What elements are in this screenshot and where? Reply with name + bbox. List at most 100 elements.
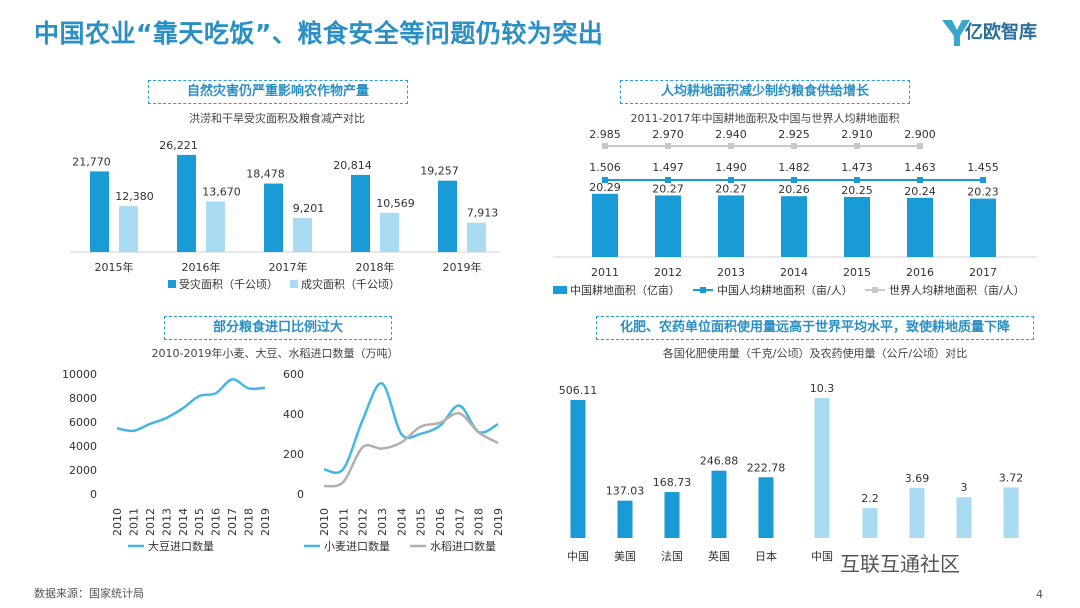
x-tick-label: 美国 <box>614 550 636 563</box>
bar-arable-2 <box>718 195 744 257</box>
data-label: 10.3 <box>810 382 835 395</box>
x-tick-label: 2014 <box>177 508 190 536</box>
marker-world <box>728 143 734 149</box>
panel-title-imports: 部分粮食进口比例过大 <box>164 316 392 340</box>
bar-pesticide-1 <box>862 508 878 538</box>
line-wheat-rice-1 <box>323 412 499 488</box>
data-label: 26,221 <box>159 139 198 152</box>
data-label: 2.910 <box>841 128 873 141</box>
bar-disaster-4 <box>467 222 486 252</box>
x-tick-label: 2019年 <box>443 260 482 274</box>
line-soybean-0 <box>116 378 266 433</box>
x-tick-label: 2017 <box>226 508 239 536</box>
chart-fertilizer: 506.11 中国 137.03 美国 168.73 法国 246.88 英国 222.78 日本… <box>559 382 1024 563</box>
bar-arable-5 <box>907 197 933 257</box>
marker-world <box>665 143 671 149</box>
legend-label: 受灾面积（千公顷） <box>179 277 278 291</box>
bar-arable-3 <box>781 196 807 257</box>
x-tick-label: 2013 <box>160 508 173 536</box>
legend-swatch <box>168 280 176 288</box>
data-label: 1.482 <box>778 161 810 174</box>
data-label: 2.970 <box>652 128 684 141</box>
x-tick-label: 英国 <box>708 549 730 563</box>
marker-china <box>854 177 860 183</box>
chart-soybean: 0 2000 4000 6000 8000 10000 2010 2011 2012 2013 20… <box>62 368 272 553</box>
panel-title-fertilizer: 化肥、农药单位面积使用量远高于世界平均水平，致使耕地质量下降 <box>596 316 1034 340</box>
x-tick-label: 2015 <box>843 266 871 279</box>
data-source: 数据来源：国家统计局 <box>34 587 144 600</box>
x-tick-label: 2015 <box>415 508 428 536</box>
data-label: 1.490 <box>715 161 747 174</box>
data-label: 21,770 <box>72 155 111 168</box>
chart-disaster: 21,770 12,380 2015年 26,221 13,670 2016年 18,478… <box>70 139 500 291</box>
bar-arable-0 <box>592 193 618 257</box>
bar-fertilizer-4 <box>758 477 774 538</box>
x-tick-label: 2012 <box>357 508 370 536</box>
data-label: 137.03 <box>606 485 645 498</box>
x-tick-label: 2012 <box>654 266 682 279</box>
legend-label: 大豆进口数量 <box>148 539 214 553</box>
panel-title-disaster: 自然灾害仍严重影响农作物产量 <box>148 80 408 104</box>
y-tick-label: 0 <box>297 488 304 501</box>
subtitle-land: 2011-2017年中国耕地面积及中国与世界人均耕地面积 <box>630 112 900 125</box>
bar-fertilizer-3 <box>711 470 727 538</box>
x-tick-label: 2016 <box>434 508 447 536</box>
x-tick-label: 2011 <box>337 508 350 536</box>
marker-china <box>602 177 608 183</box>
data-label: 246.88 <box>700 455 739 468</box>
watermark: 互联互通社区 <box>840 552 960 576</box>
bar-disaster-3 <box>380 212 399 252</box>
bar-disaster-0 <box>119 206 138 252</box>
logo-text: 亿欧智库 <box>965 22 1037 43</box>
data-label: 12,380 <box>115 190 154 203</box>
bar-fertilizer-0 <box>570 400 586 538</box>
data-label: 10,569 <box>376 197 415 210</box>
marker-world <box>602 143 608 149</box>
marker-world <box>791 143 797 149</box>
y-tick-label: 2000 <box>69 464 97 477</box>
x-tick-label: 2012 <box>144 508 157 536</box>
bar-disaster-1 <box>206 201 225 252</box>
x-tick-label: 2018年 <box>356 260 395 274</box>
x-tick-label: 2015年 <box>95 260 134 274</box>
y-tick-label: 400 <box>283 408 304 421</box>
x-tick-label: 2019 <box>259 508 272 536</box>
x-tick-label: 2015 <box>193 508 206 536</box>
bar-pesticide-2 <box>909 487 925 538</box>
y-tick-label: 8000 <box>69 392 97 405</box>
x-tick-label: 2016 <box>210 508 223 536</box>
data-label: 2.900 <box>904 128 936 141</box>
bar-affected-3 <box>351 174 370 252</box>
data-label: 1.473 <box>841 161 873 174</box>
data-label: 19,257 <box>420 165 459 178</box>
data-label: 7,913 <box>467 207 499 220</box>
legend-label: 中国人均耕地面积（亩/人） <box>717 283 853 297</box>
x-tick-label: 2011 <box>591 266 619 279</box>
bar-fertilizer-2 <box>664 491 680 538</box>
data-label: 20.26 <box>778 183 810 196</box>
x-tick-label: 2017 <box>969 266 997 279</box>
y-tick-label: 4000 <box>69 440 97 453</box>
y-tick-label: 6000 <box>69 416 97 429</box>
data-label: 3.69 <box>905 472 930 485</box>
panel-title-land: 人均耕地面积减少制约粮食供给增长 <box>620 80 910 104</box>
chart-land: 20.29 2011 1.506 2.985 20.27 2012 1.497 2.970 20… <box>553 128 1037 297</box>
y-tick-label: 10000 <box>62 368 97 381</box>
legend-swatch <box>290 280 298 288</box>
legend-swatch <box>872 287 878 293</box>
x-tick-label: 2016 <box>906 266 934 279</box>
bar-affected-4 <box>438 180 457 252</box>
data-label: 1.463 <box>904 161 936 174</box>
data-label: 20.29 <box>589 181 621 194</box>
y-tick-label: 200 <box>283 448 304 461</box>
marker-china <box>791 177 797 183</box>
subtitle-fertilizer: 各国化肥使用量（千克/公顷）及农药使用量（公斤/公顷）对比 <box>662 347 968 360</box>
data-label: 506.11 <box>559 384 598 397</box>
data-label: 9,201 <box>293 202 325 215</box>
line-wheat-rice-0 <box>323 382 499 474</box>
y-tick-label: 600 <box>283 368 304 381</box>
x-tick-label: 日本 <box>755 549 777 563</box>
data-label: 1.506 <box>589 161 621 174</box>
bar-affected-1 <box>177 154 196 252</box>
x-tick-label: 2014 <box>780 266 808 279</box>
